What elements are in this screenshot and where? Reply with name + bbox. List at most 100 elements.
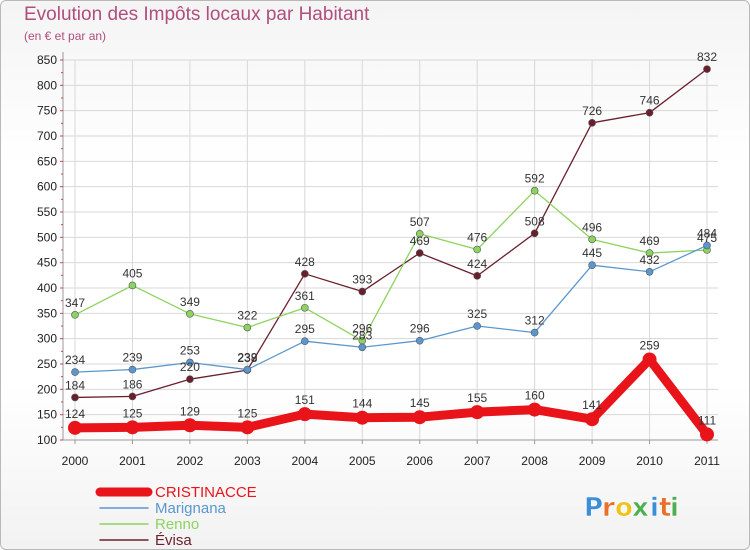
data-label: 432 <box>640 253 660 267</box>
data-label: 184 <box>65 378 85 392</box>
data-label: 283 <box>352 328 372 342</box>
chart-title: Evolution des Impôts locaux par Habitant <box>24 4 370 25</box>
data-label: 234 <box>65 353 85 367</box>
data-point <box>415 249 424 257</box>
data-label: 746 <box>640 94 660 108</box>
logo-letter: i <box>650 493 659 523</box>
data-label: 832 <box>697 50 717 64</box>
data-point <box>473 322 481 330</box>
series-points <box>68 65 714 442</box>
y-tick-label: 100 <box>37 433 57 447</box>
logo-letter: x <box>632 493 649 523</box>
data-label: 424 <box>467 257 487 271</box>
data-label: 253 <box>180 343 200 357</box>
y-axis-ticks: 100 150 200 250 300 350 400 450 500 550 600 650 700 7… <box>37 53 63 447</box>
y-tick-label: 800 <box>37 78 57 92</box>
data-label: 144 <box>352 397 372 411</box>
data-label: 428 <box>295 255 315 269</box>
data-label: 475 <box>697 231 717 245</box>
data-point <box>71 311 79 319</box>
data-point <box>642 352 657 367</box>
grid <box>63 59 718 441</box>
data-label: 484 <box>697 226 717 240</box>
data-label: 496 <box>582 220 602 234</box>
y-tick-label: 550 <box>37 205 57 219</box>
y-tick-label: 500 <box>37 230 57 244</box>
data-point <box>645 267 654 276</box>
data-point <box>703 241 711 250</box>
data-label: 469 <box>410 234 430 248</box>
data-point <box>301 337 309 346</box>
series-line-évisa <box>74 68 708 399</box>
data-point <box>71 368 79 376</box>
data-point <box>588 235 596 244</box>
data-point <box>527 402 542 417</box>
data-point <box>415 336 424 345</box>
data-labels: 124 125 129 125 151 144 145 155 160 141 259 111 234 2… <box>65 50 717 427</box>
legend-label: Marignana <box>155 500 227 517</box>
data-label: 469 <box>640 234 660 248</box>
series-line-cristinacce <box>70 354 712 439</box>
x-tick-label: 2010 <box>636 454 663 468</box>
data-label: 220 <box>180 360 200 374</box>
data-point <box>415 229 424 238</box>
x-tick-label: 2008 <box>521 454 548 468</box>
data-label: 295 <box>295 322 315 336</box>
data-label: 349 <box>180 295 200 309</box>
data-label: 325 <box>467 307 487 321</box>
x-axis-ticks: 2000 2001 2002 2003 2004 2005 2006 2007 2008 2009… <box>62 440 720 468</box>
data-point <box>645 108 654 117</box>
data-point <box>473 245 481 254</box>
data-point <box>703 65 711 73</box>
data-point <box>358 343 367 352</box>
data-label: 239 <box>122 351 142 365</box>
logo-letter: t <box>659 493 671 523</box>
y-tick-label: 350 <box>37 306 57 320</box>
data-point <box>240 420 255 435</box>
y-tick-label: 250 <box>37 357 57 371</box>
data-label: 238 <box>237 351 257 365</box>
y-tick-label: 700 <box>37 129 57 143</box>
y-tick-label: 850 <box>37 53 57 67</box>
series-line-marignana <box>74 244 708 373</box>
series-line-renno <box>74 190 708 342</box>
data-point <box>412 410 427 425</box>
data-point <box>128 365 137 374</box>
data-label: 129 <box>180 404 200 418</box>
data-label: 239 <box>237 351 257 365</box>
data-point <box>186 358 194 367</box>
data-label: 111 <box>698 413 717 427</box>
data-point <box>71 393 79 402</box>
y-tick-label: 650 <box>37 154 57 168</box>
legend-label: Renno <box>155 516 199 533</box>
axes <box>62 52 718 441</box>
data-label: 296 <box>410 322 430 336</box>
data-point <box>530 328 539 337</box>
data-label: 125 <box>122 406 142 420</box>
data-label: 186 <box>122 377 142 391</box>
data-label: 296 <box>352 322 372 336</box>
legend-label: Évisa <box>155 532 192 549</box>
data-point <box>186 310 194 318</box>
data-label: 160 <box>525 389 545 403</box>
data-point <box>645 249 654 257</box>
y-tick-label: 300 <box>37 332 57 346</box>
y-tick-label: 750 <box>37 104 57 118</box>
data-point <box>297 407 312 422</box>
data-point <box>243 365 252 374</box>
data-point <box>125 420 140 435</box>
data-label: 592 <box>525 172 545 186</box>
data-point <box>473 272 481 280</box>
data-label: 393 <box>352 273 372 287</box>
data-point <box>243 323 252 332</box>
data-point <box>585 412 600 427</box>
data-label: 476 <box>467 230 487 244</box>
data-point <box>128 392 137 401</box>
data-label: 445 <box>582 246 602 260</box>
data-label: 405 <box>122 266 142 280</box>
data-point <box>588 261 596 270</box>
data-label: 145 <box>410 396 430 410</box>
